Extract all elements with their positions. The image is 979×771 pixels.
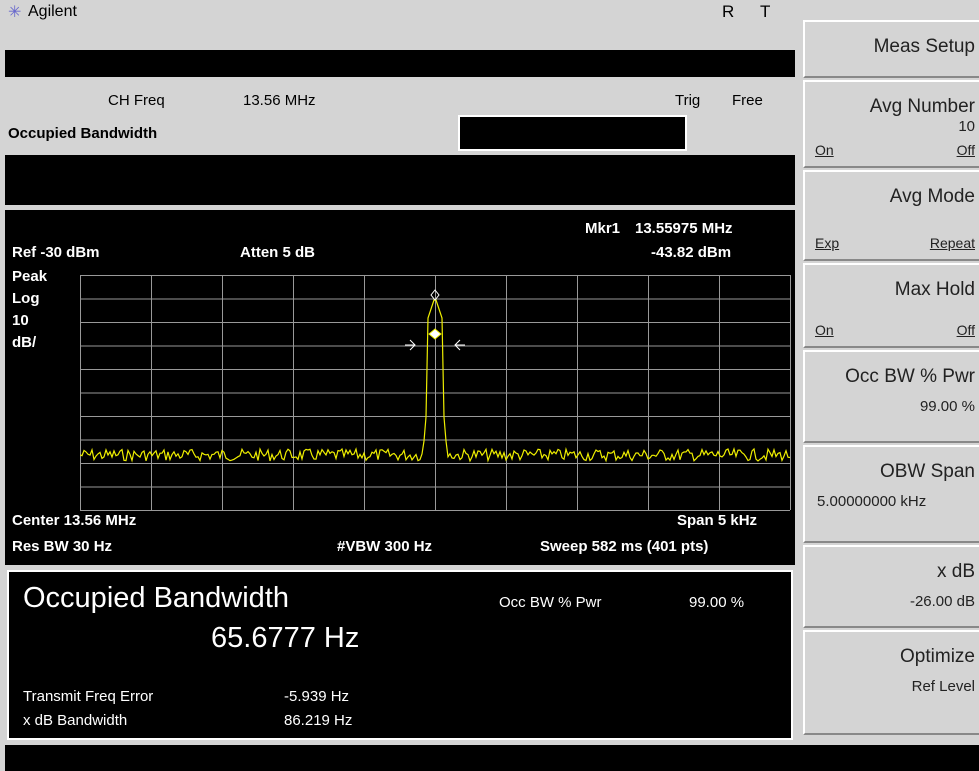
softkey-title: Optimize — [900, 646, 975, 667]
softkey[interactable]: Avg Number 10 On Off — [803, 80, 979, 168]
softkey-title: Meas Setup — [873, 36, 975, 57]
value: 13.56 MHz — [243, 92, 316, 109]
softkey-option: On — [815, 142, 834, 158]
box — [458, 115, 687, 151]
result-title: Occupied Bandwidth — [23, 582, 289, 614]
softkey-title: x dB — [936, 561, 975, 582]
scale: Peak — [12, 268, 48, 285]
softkey[interactable]: Max Hold On Off — [803, 263, 979, 348]
softkey-option: Off — [956, 322, 975, 338]
indicator: R — [722, 2, 735, 21]
marker-label: Mkr1 — [585, 220, 621, 237]
softkey-title: Avg Number — [869, 96, 975, 117]
softkey-option: Exp — [815, 235, 840, 251]
ref: Ref -30 dBm — [12, 244, 100, 261]
label: Occ BW % Pwr — [499, 594, 602, 611]
softkey-option: Repeat — [929, 235, 975, 251]
label: Trig — [675, 92, 701, 109]
softkey-title: Occ BW % Pwr — [845, 366, 975, 387]
softkey[interactable]: OBW Span 5.00000000 kHz — [803, 445, 979, 543]
marker-level: -43.82 dBm — [651, 244, 732, 261]
softkey-title: Avg Mode — [889, 186, 975, 207]
softkey-value: 99.00 % — [919, 398, 975, 415]
result-value: 65.6777 Hz — [211, 622, 360, 654]
measurement: Occupied Bandwidth — [8, 125, 158, 142]
softkey-value: Ref Level — [911, 678, 975, 695]
span: Span 5 kHz — [677, 512, 758, 529]
atten: Atten 5 dB — [240, 244, 315, 261]
softkey[interactable]: Meas Setup — [803, 20, 979, 78]
scale: dB/ — [12, 334, 37, 351]
softkey-option: On — [815, 322, 834, 338]
softkey-title: Max Hold — [894, 279, 975, 300]
marker — [428, 328, 442, 340]
softkey[interactable]: Optimize Ref Level — [803, 630, 979, 735]
marker-freq: 13.55975 MHz — [635, 220, 733, 237]
value: 99.00 % — [689, 594, 745, 611]
res-bw: Res BW 30 Hz — [12, 538, 113, 555]
vbw: #VBW 300 Hz — [337, 538, 433, 555]
message-bar — [5, 155, 795, 205]
message-bar — [5, 50, 795, 77]
softkey-title: OBW Span — [879, 461, 975, 482]
softkey-value: -26.00 dB — [909, 593, 975, 610]
softkey[interactable]: Avg Mode Exp Repeat — [803, 170, 979, 261]
value: Free — [732, 92, 763, 109]
softkey-option: Off — [956, 142, 975, 158]
results: Occupied Bandwidth 65.6777 Hz Occ BW % P… — [7, 570, 793, 740]
softkey[interactable]: x dB -26.00 dB — [803, 545, 979, 628]
title-bar: ✳ Agilent R T — [0, 0, 800, 24]
label: Transmit Freq Error — [23, 688, 154, 705]
marker — [430, 289, 440, 301]
brand: Agilent — [28, 3, 77, 20]
softkey-value: 10 — [958, 118, 975, 135]
logo: ✳ — [8, 4, 22, 21]
scale: Log — [12, 290, 40, 307]
softkey[interactable]: Occ BW % Pwr 99.00 % — [803, 350, 979, 443]
label: CH Freq — [108, 92, 165, 109]
value: 86.219 Hz — [284, 712, 353, 729]
value: -5.939 Hz — [284, 688, 350, 705]
display: Mkr1 13.55975 MHz -43.82 dBm Ref -30 dBm… — [5, 210, 795, 565]
sweep: Sweep 582 ms (401 pts) — [540, 538, 709, 555]
label: x dB Bandwidth — [23, 712, 128, 729]
status-bar — [5, 745, 979, 771]
scale: 10 — [12, 312, 29, 329]
indicator: T — [760, 2, 771, 21]
bw-arrow — [405, 339, 465, 351]
graticule — [80, 275, 791, 511]
softkey-value: 5.00000000 kHz — [817, 493, 927, 510]
center: Center 13.56 MHz — [12, 512, 137, 529]
